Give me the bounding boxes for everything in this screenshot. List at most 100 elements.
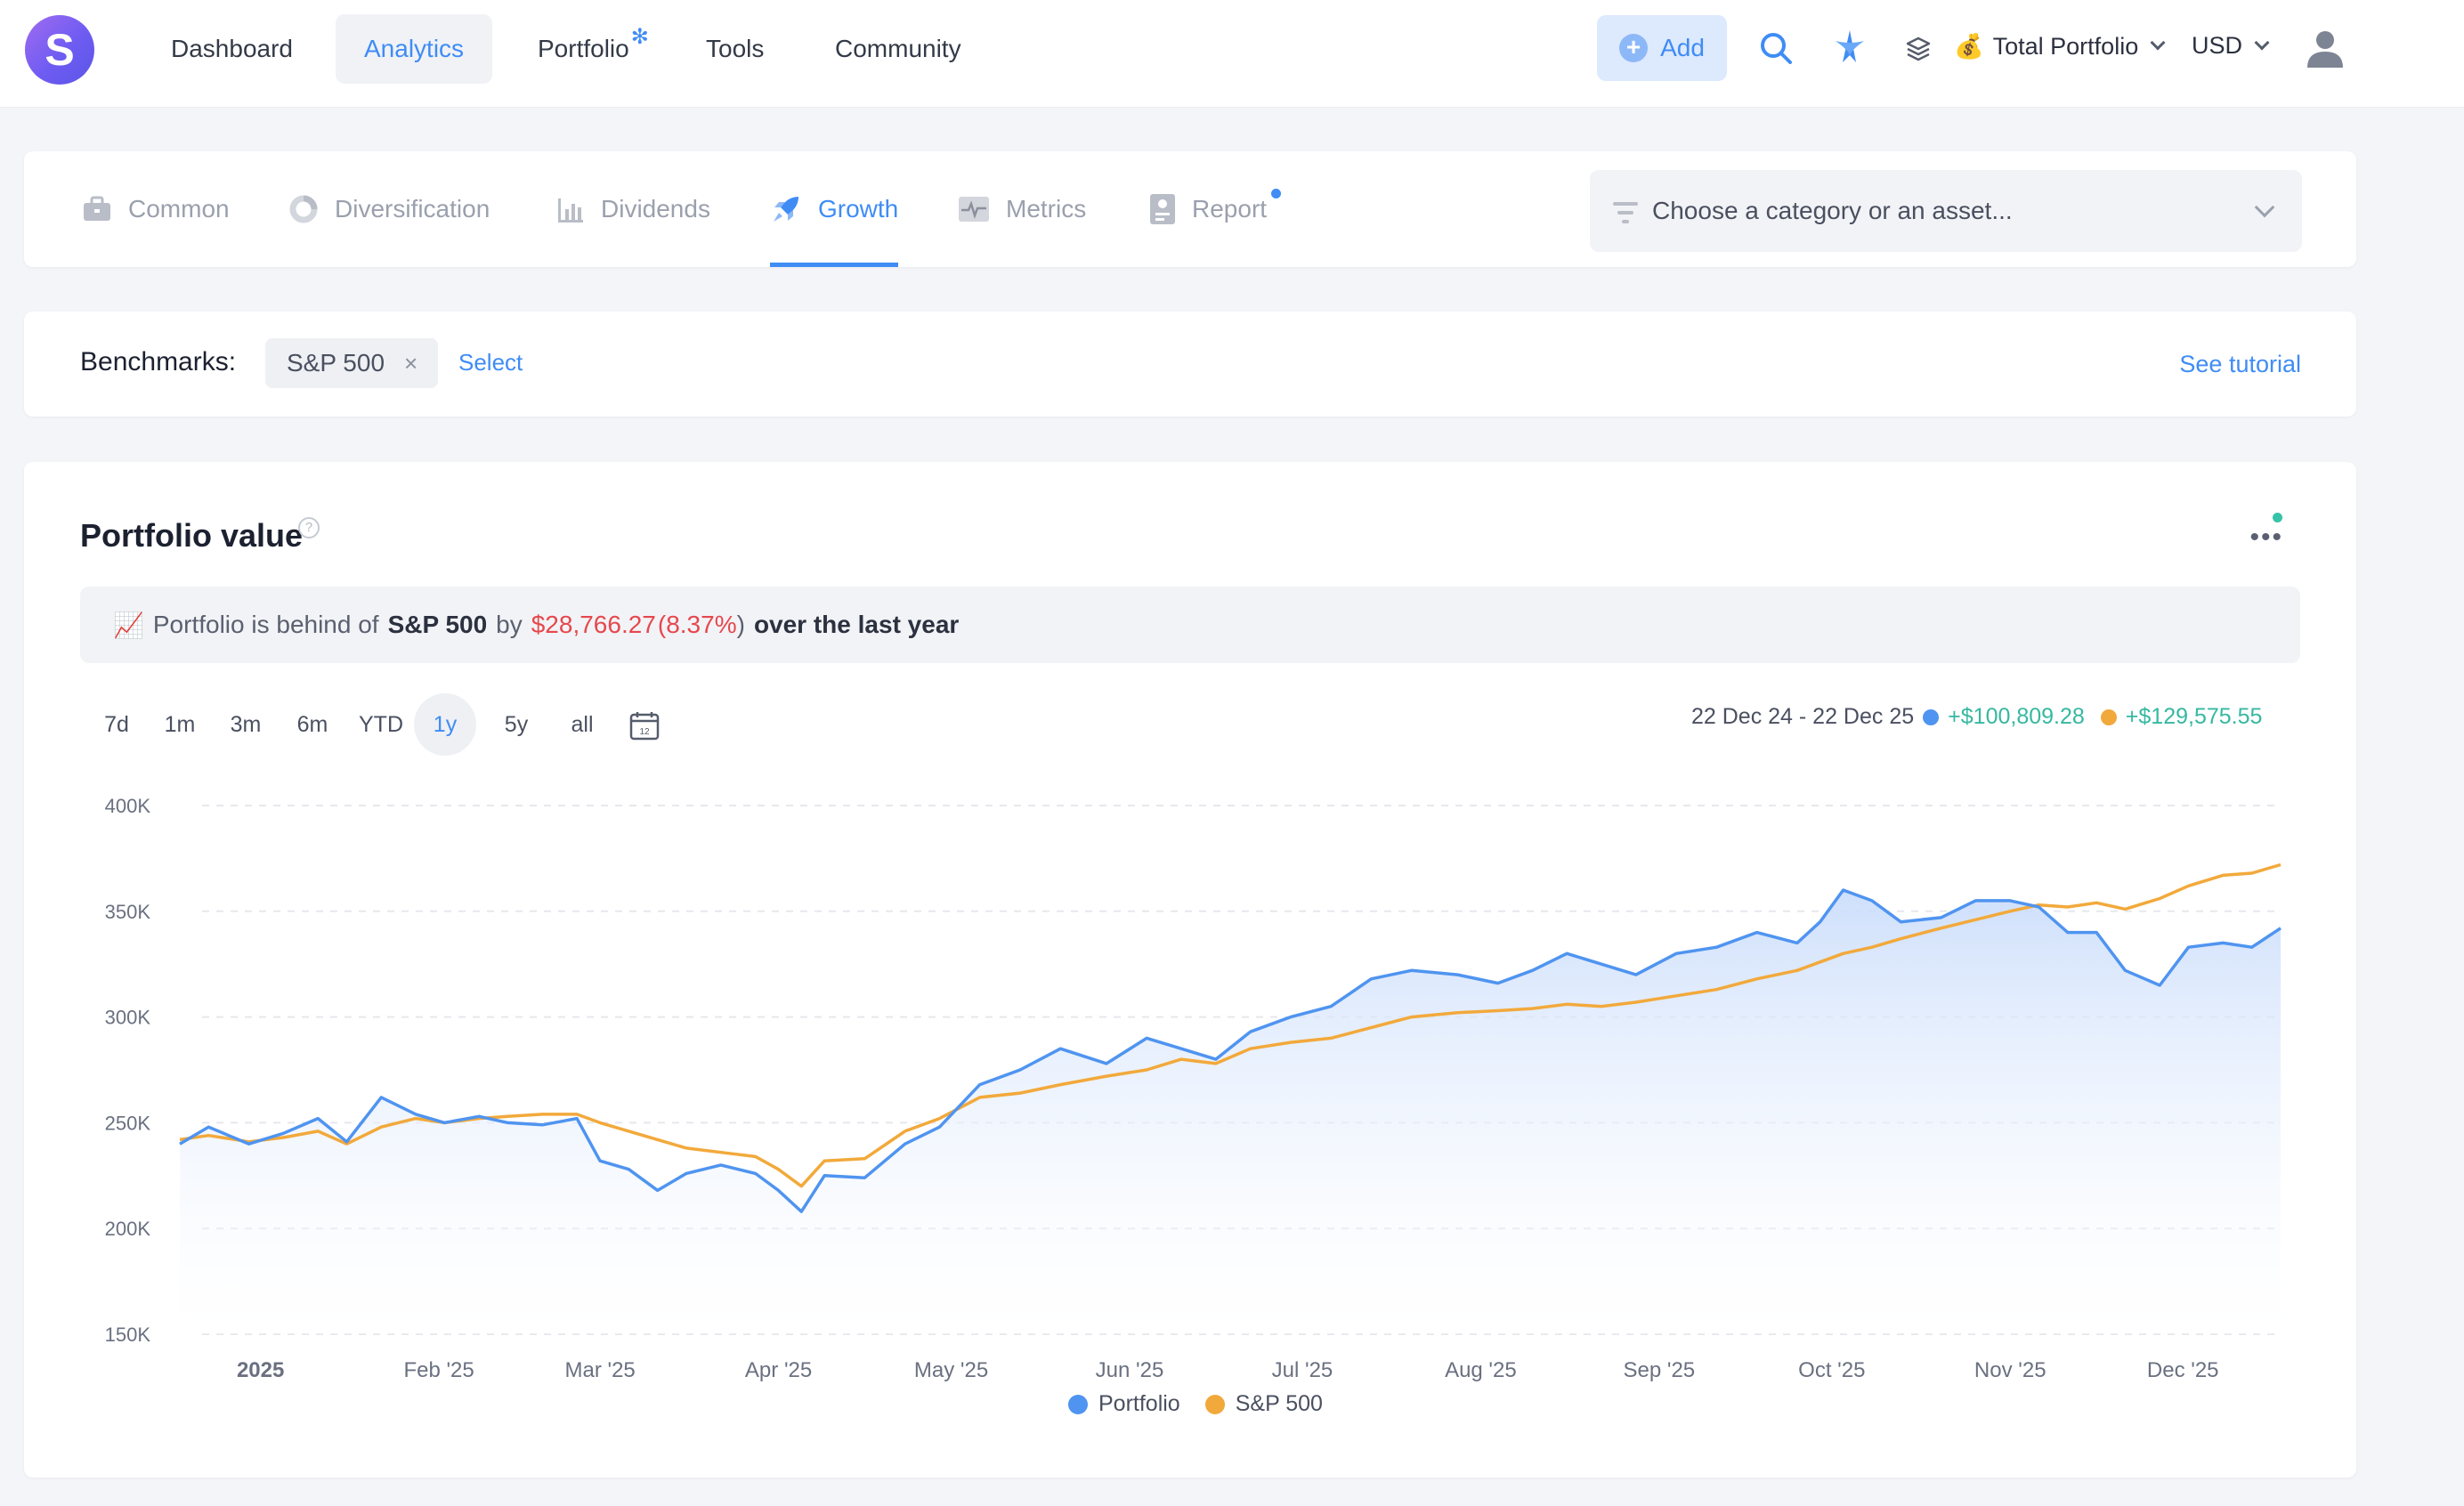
see-tutorial-link[interactable]: See tutorial — [2179, 351, 2301, 377]
range-1m[interactable]: 1m — [164, 711, 196, 737]
benchmark-dot-icon — [2100, 708, 2117, 725]
summary-prefix: Portfolio is behind of — [152, 611, 379, 638]
asset-category-select[interactable]: Choose a category or an asset... — [1590, 170, 2302, 252]
chevron-down-icon — [2150, 35, 2166, 51]
range-7d[interactable]: 7d — [104, 711, 129, 737]
range-3m[interactable]: 3m — [230, 711, 262, 737]
summary-amount: $28,766.27 — [531, 611, 656, 638]
range-6m[interactable]: 6m — [296, 711, 328, 737]
summary-paren-open: ( — [657, 611, 667, 638]
search-icon[interactable] — [1758, 30, 1795, 68]
briefcase-icon — [84, 196, 110, 221]
legend-portfolio[interactable]: Portfolio — [1098, 1391, 1180, 1416]
portfolio-series-line — [179, 888, 2282, 1213]
portfolio-area-fill — [180, 890, 2281, 1334]
x-tick-label: Jul '25 — [1272, 1358, 1333, 1382]
user-avatar-icon[interactable] — [2304, 27, 2346, 69]
report-icon — [1150, 194, 1175, 224]
tab-report[interactable]: Report — [1149, 151, 1282, 267]
bar-chart-icon — [558, 198, 583, 223]
summary-paren-close: ) — [736, 611, 745, 638]
asset-select-placeholder: Choose a category or an asset... — [1652, 197, 2013, 224]
currency-selector[interactable]: USD — [2192, 32, 2270, 60]
y-tick-label: 300K — [105, 1007, 151, 1029]
ai-assistant-icon[interactable] — [1832, 28, 1868, 68]
new-indicator-dot — [1271, 189, 1282, 198]
tab-label: Report — [1192, 195, 1268, 223]
analytics-tabs-card: Common Diversification Dividends Growth — [24, 151, 2356, 267]
y-tick-label: 200K — [105, 1218, 151, 1240]
nav-tools[interactable]: Tools — [677, 14, 792, 84]
new-marker-icon: ✻ — [630, 24, 649, 49]
range-1y[interactable]: 1y — [414, 693, 476, 756]
x-tick-label: Apr '25 — [745, 1358, 812, 1382]
benchmark-chip-label: S&P 500 — [287, 349, 385, 376]
nav-analytics[interactable]: Analytics — [336, 14, 493, 84]
benchmark-change: +$129,575.55 — [2125, 704, 2263, 729]
range-ytd[interactable]: YTD — [359, 711, 403, 737]
chart-date-range: 22 Dec 24 - 22 Dec 25 +$100,809.28 +$129… — [1691, 704, 2262, 730]
select-benchmark-link[interactable]: Select — [458, 349, 523, 376]
pulse-icon — [959, 197, 989, 222]
sp500-legend-dot — [1204, 1394, 1225, 1414]
tab-label: Diversification — [335, 195, 490, 223]
filter-icon — [1613, 202, 1638, 223]
remove-benchmark-icon[interactable]: × — [404, 349, 418, 376]
nav-portfolio[interactable]: Portfolio ✻ — [509, 14, 677, 84]
chevron-down-icon — [2254, 197, 2275, 218]
nav-label: Analytics — [364, 35, 465, 62]
range-5y[interactable]: 5y — [504, 711, 529, 737]
portfolio-value-card: Portfolio value ? ••• 📈 Portfolio is beh… — [24, 462, 2356, 1478]
help-icon[interactable]: ? — [298, 517, 320, 538]
top-navigation-bar: S Dashboard Analytics Portfolio ✻ Tools C… — [0, 0, 2464, 107]
tab-dividends[interactable]: Dividends — [556, 151, 710, 267]
summary-suffix: over the last year — [753, 611, 960, 638]
rocket-icon — [774, 197, 798, 222]
donut-icon — [289, 195, 318, 223]
legend-sp500[interactable]: S&P 500 — [1235, 1391, 1323, 1416]
benchmarks-label: Benchmarks: — [80, 347, 237, 376]
x-tick-label: Mar '25 — [564, 1358, 635, 1382]
range-all[interactable]: all — [571, 711, 594, 737]
nav-label: Dashboard — [171, 35, 293, 62]
x-tick-label: May '25 — [914, 1358, 988, 1382]
money-bag-icon: 💰 — [1954, 33, 1984, 60]
benchmarks-card: Benchmarks: S&P 500 × Select See tutoria… — [24, 312, 2356, 417]
app-logo[interactable]: S — [25, 15, 94, 85]
nav-dashboard[interactable]: Dashboard — [142, 14, 321, 84]
tab-diversification[interactable]: Diversification — [288, 151, 490, 267]
tab-growth[interactable]: Growth — [770, 151, 899, 267]
sp500-series-line — [179, 862, 2282, 1188]
layers-icon[interactable] — [1905, 36, 1932, 62]
nav-label: Portfolio — [538, 35, 629, 62]
x-tick-label: Nov '25 — [1974, 1358, 2047, 1382]
y-tick-label: 250K — [105, 1112, 151, 1134]
calendar-icon[interactable]: 12 — [629, 710, 660, 741]
portfolio-legend-dot — [1068, 1394, 1088, 1414]
summary-benchmark: S&P 500 — [387, 611, 488, 638]
add-label: Add — [1660, 34, 1705, 61]
chart-emoji-icon: 📈 — [113, 611, 144, 639]
performance-summary: 📈 Portfolio is behind of S&P 500 by $28,… — [80, 587, 2300, 663]
add-button[interactable]: + Add — [1597, 15, 1727, 81]
portfolio-selector[interactable]: 💰 Total Portfolio — [1954, 32, 2166, 61]
currency-label: USD — [2192, 32, 2243, 59]
nav-label: Tools — [706, 35, 765, 62]
x-tick-label: Feb '25 — [403, 1358, 474, 1382]
tab-common[interactable]: Common — [82, 151, 230, 267]
chart-legend: Portfolio S&P 500 — [1068, 1391, 1323, 1417]
tab-label: Growth — [818, 195, 899, 223]
notification-dot — [2273, 513, 2282, 522]
summary-percent: 8.37% — [666, 611, 737, 638]
nav-community[interactable]: Community — [806, 14, 990, 84]
x-tick-label: Dec '25 — [2147, 1358, 2219, 1382]
date-range-label: 22 Dec 24 - 22 Dec 25 — [1691, 704, 1915, 729]
tab-label: Dividends — [601, 195, 710, 223]
portfolio-selector-label: Total Portfolio — [1992, 32, 2139, 60]
x-tick-label: Jun '25 — [1096, 1358, 1164, 1382]
benchmark-chip: S&P 500 × — [265, 338, 438, 388]
x-tick-label: Oct '25 — [1798, 1358, 1865, 1382]
portfolio-dot-icon — [1923, 708, 1940, 725]
tab-metrics[interactable]: Metrics — [958, 151, 1086, 267]
portfolio-value-chart[interactable]: 400K 350K 300K 250K 200K 150K 2025 Feb '25 Mar … — [24, 462, 2356, 1441]
